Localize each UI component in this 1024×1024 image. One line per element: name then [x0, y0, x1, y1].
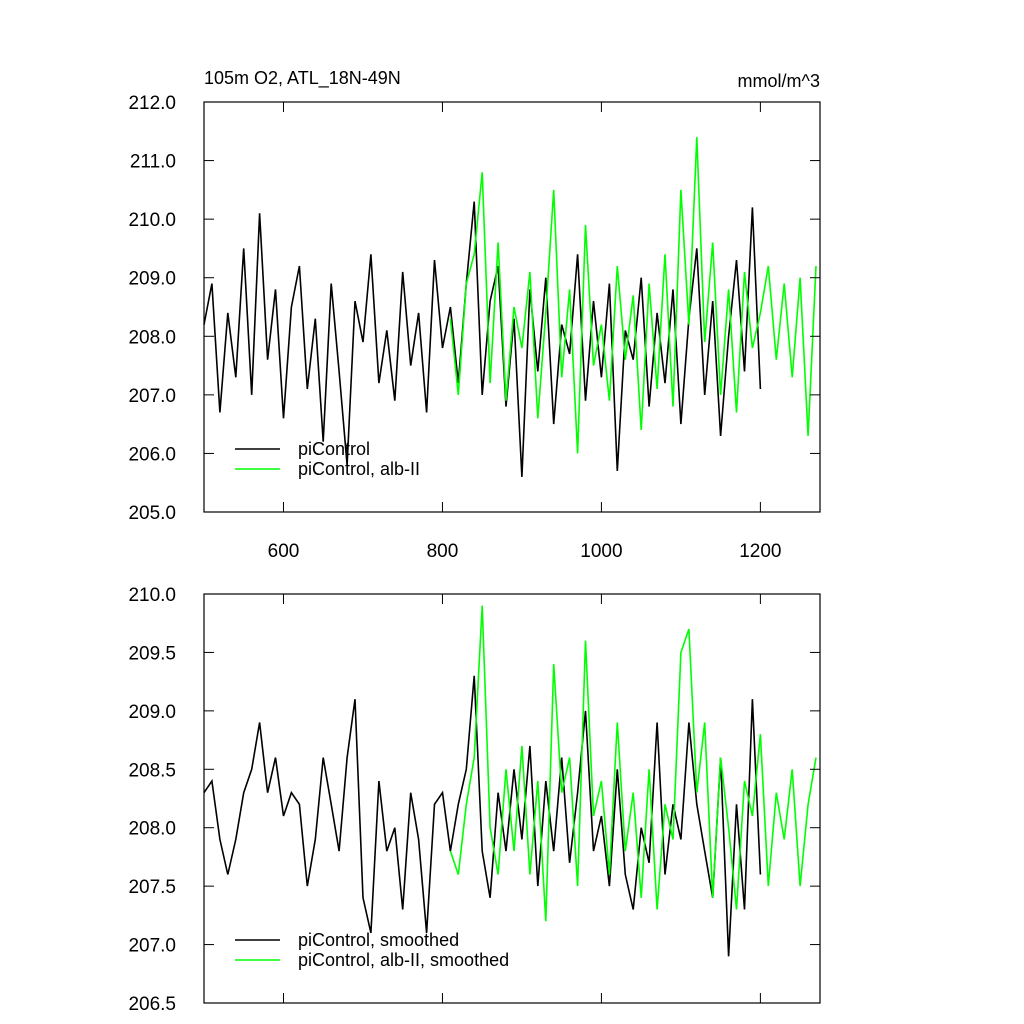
chart-title: 105m O2, ATL_18N-49N: [204, 68, 401, 89]
y-tick-label: 207.0: [128, 936, 176, 957]
legend-label: piControl, alb-II, smoothed: [298, 950, 509, 970]
y-tick-label: 210.0: [128, 585, 176, 606]
plot-frame: [203, 593, 821, 1004]
legend-label: piControl, smoothed: [298, 930, 459, 950]
unit-label: mmol/m^3: [738, 71, 820, 91]
y-tick-label: 206.5: [128, 994, 176, 1015]
plot-frame: [203, 101, 821, 513]
y-tick-label: 211.0: [130, 152, 176, 173]
y-tick-label: 210.0: [128, 210, 176, 231]
series-line: [449, 137, 817, 454]
legend-label: piControl, alb-II: [298, 459, 420, 479]
x-tick-label: 800: [427, 541, 459, 562]
y-tick-label: 209.5: [128, 643, 176, 664]
y-tick-label: 207.0: [128, 386, 176, 407]
y-tick-label: 208.5: [128, 760, 176, 781]
series-line: [203, 201, 762, 477]
y-tick-label: 212.0: [128, 93, 176, 114]
y-tick-label: 207.5: [128, 877, 176, 898]
y-tick-label: 206.0: [128, 444, 176, 465]
y-tick-label: 209.0: [128, 269, 176, 290]
x-tick-label: 1200: [739, 541, 781, 562]
series-line: [449, 605, 817, 922]
y-tick-label: 208.0: [128, 327, 176, 348]
y-tick-label: 209.0: [128, 702, 176, 723]
legend-label: piControl: [298, 439, 370, 459]
series-line: [203, 675, 762, 957]
x-tick-label: 600: [268, 541, 300, 562]
x-tick-label: 1000: [580, 541, 622, 562]
y-tick-label: 208.0: [128, 819, 176, 840]
y-tick-label: 205.0: [128, 503, 176, 524]
